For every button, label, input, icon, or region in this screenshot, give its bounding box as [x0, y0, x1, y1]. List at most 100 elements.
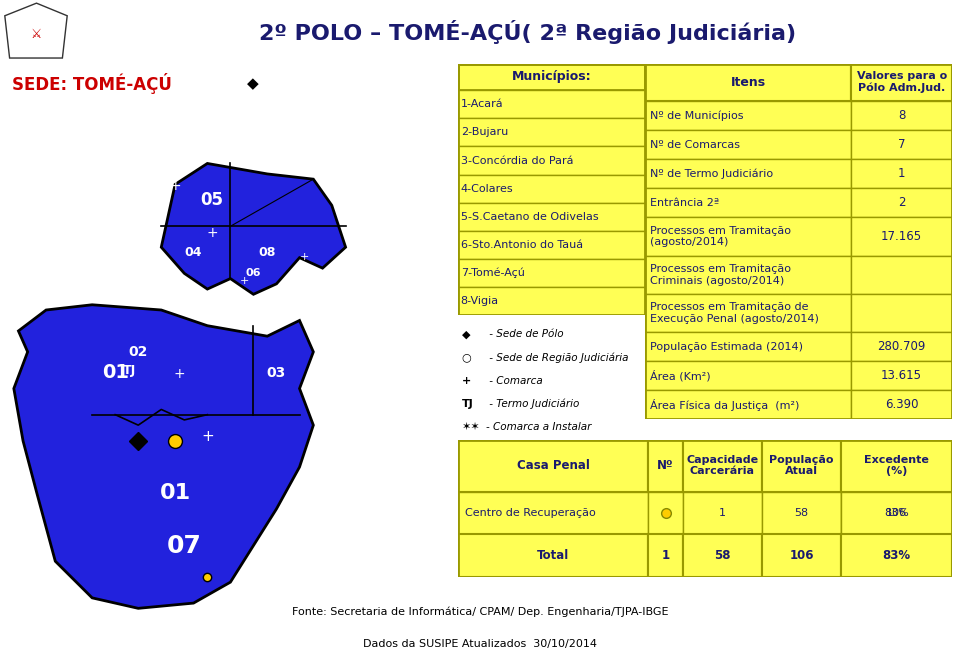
Text: 280.709: 280.709 — [877, 340, 925, 353]
Text: 7: 7 — [898, 138, 905, 151]
Text: 08: 08 — [258, 246, 276, 259]
Text: 5-S.Caetano de Odivelas: 5-S.Caetano de Odivelas — [461, 212, 598, 222]
FancyBboxPatch shape — [645, 130, 851, 159]
FancyBboxPatch shape — [458, 231, 645, 259]
Text: 58: 58 — [795, 508, 808, 518]
FancyBboxPatch shape — [851, 64, 952, 101]
FancyBboxPatch shape — [648, 440, 683, 492]
Polygon shape — [5, 3, 67, 58]
Text: 17.165: 17.165 — [881, 230, 923, 243]
Text: 13.615: 13.615 — [881, 369, 923, 382]
Text: ◆: ◆ — [247, 76, 258, 91]
Text: 04: 04 — [184, 246, 203, 259]
Text: ○: ○ — [462, 352, 471, 362]
Text: Nº de Comarcas: Nº de Comarcas — [650, 140, 740, 150]
Text: Processos em Tramitação
(agosto/2014): Processos em Tramitação (agosto/2014) — [650, 225, 791, 247]
FancyBboxPatch shape — [762, 534, 841, 577]
Text: Centro de Recuperação: Centro de Recuperação — [466, 508, 596, 518]
Text: 05: 05 — [201, 191, 224, 209]
Text: 06: 06 — [246, 268, 261, 278]
Text: População Estimada (2014): População Estimada (2014) — [650, 342, 803, 352]
FancyBboxPatch shape — [458, 90, 645, 118]
FancyBboxPatch shape — [851, 332, 952, 361]
Text: 6-Sto.Antonio do Tauá: 6-Sto.Antonio do Tauá — [461, 240, 583, 250]
Text: 2º POLO – TOMÉ-AÇÚ( 2ª Região Judiciária): 2º POLO – TOMÉ-AÇÚ( 2ª Região Judiciária… — [259, 19, 797, 44]
FancyBboxPatch shape — [841, 492, 952, 534]
Text: - Sede de Pólo: - Sede de Pólo — [486, 329, 564, 340]
Text: Fonte: Secretaria de Informática/ CPAM/ Dep. Engenharia/TJPA-IBGE: Fonte: Secretaria de Informática/ CPAM/ … — [292, 607, 668, 617]
Text: 106: 106 — [886, 508, 907, 518]
FancyBboxPatch shape — [648, 534, 683, 577]
Text: - Comarca: - Comarca — [486, 376, 542, 386]
FancyBboxPatch shape — [458, 287, 645, 315]
FancyBboxPatch shape — [683, 440, 762, 492]
Text: 106: 106 — [789, 550, 814, 562]
FancyBboxPatch shape — [645, 217, 851, 256]
Text: Municípios:: Municípios: — [512, 70, 591, 83]
Text: +: + — [201, 429, 214, 444]
FancyBboxPatch shape — [851, 391, 952, 419]
Text: 58: 58 — [714, 550, 731, 562]
Text: 01: 01 — [102, 363, 129, 382]
Text: - Termo Judiciário: - Termo Judiciário — [486, 399, 580, 409]
Polygon shape — [161, 164, 346, 295]
Text: ◆: ◆ — [462, 329, 470, 340]
FancyBboxPatch shape — [458, 534, 648, 577]
FancyBboxPatch shape — [851, 256, 952, 294]
Text: +: + — [169, 178, 180, 193]
Text: 2: 2 — [898, 196, 905, 209]
Text: +: + — [240, 276, 249, 286]
Text: Área Física da Justiça  (m²): Área Física da Justiça (m²) — [650, 399, 799, 411]
Text: 1: 1 — [719, 508, 726, 518]
FancyBboxPatch shape — [841, 492, 952, 534]
Text: 2-Bujaru: 2-Bujaru — [461, 127, 508, 138]
Text: 1: 1 — [661, 550, 670, 562]
FancyBboxPatch shape — [851, 188, 952, 217]
Text: 01: 01 — [159, 483, 191, 503]
FancyBboxPatch shape — [458, 259, 645, 287]
FancyBboxPatch shape — [458, 203, 645, 231]
FancyBboxPatch shape — [645, 159, 851, 188]
Text: 03: 03 — [267, 366, 286, 380]
FancyBboxPatch shape — [683, 534, 762, 577]
Text: +: + — [174, 367, 185, 381]
Text: Nº de Municípios: Nº de Municípios — [650, 110, 743, 121]
FancyBboxPatch shape — [645, 332, 851, 361]
Text: 02: 02 — [129, 345, 148, 359]
Text: População
Atual: População Atual — [769, 455, 834, 476]
FancyBboxPatch shape — [458, 64, 645, 90]
Text: +: + — [300, 252, 309, 262]
Text: Itens: Itens — [731, 76, 765, 89]
FancyBboxPatch shape — [458, 440, 648, 492]
Text: 1-Acará: 1-Acará — [461, 99, 503, 109]
Text: ✶✶: ✶✶ — [462, 422, 480, 432]
Text: SEDE: TOMÉ-AÇÚ: SEDE: TOMÉ-AÇÚ — [12, 73, 172, 95]
Text: - Sede de Região Judiciária: - Sede de Região Judiciária — [486, 352, 629, 363]
Text: Dados da SUSIPE Atualizados  30/10/2014: Dados da SUSIPE Atualizados 30/10/2014 — [363, 639, 597, 649]
FancyBboxPatch shape — [458, 118, 645, 146]
Text: 7-Tomé-Açú: 7-Tomé-Açú — [461, 268, 524, 278]
Text: Capacidade
Carcerária: Capacidade Carcerária — [686, 455, 758, 476]
FancyBboxPatch shape — [645, 256, 851, 294]
FancyBboxPatch shape — [683, 492, 762, 534]
FancyBboxPatch shape — [645, 391, 851, 419]
FancyBboxPatch shape — [645, 101, 851, 130]
FancyBboxPatch shape — [648, 492, 683, 534]
Text: Área (Km²): Área (Km²) — [650, 370, 710, 382]
Text: Nº de Termo Judiciário: Nº de Termo Judiciário — [650, 168, 773, 179]
Text: +: + — [462, 376, 471, 386]
Text: Casa Penal: Casa Penal — [516, 459, 589, 472]
Polygon shape — [13, 305, 313, 609]
Text: Total: Total — [537, 550, 569, 562]
Text: 4-Colares: 4-Colares — [461, 184, 514, 194]
FancyBboxPatch shape — [851, 217, 952, 256]
Text: 1: 1 — [898, 167, 905, 180]
FancyBboxPatch shape — [851, 361, 952, 391]
Text: Processos em Tramitação
Criminais (agosto/2014): Processos em Tramitação Criminais (agost… — [650, 264, 791, 286]
FancyBboxPatch shape — [841, 534, 952, 577]
Text: TJ: TJ — [462, 399, 473, 409]
FancyBboxPatch shape — [645, 64, 851, 101]
Text: TJ: TJ — [122, 364, 135, 376]
Text: 8: 8 — [898, 109, 905, 122]
Text: +: + — [206, 225, 218, 240]
